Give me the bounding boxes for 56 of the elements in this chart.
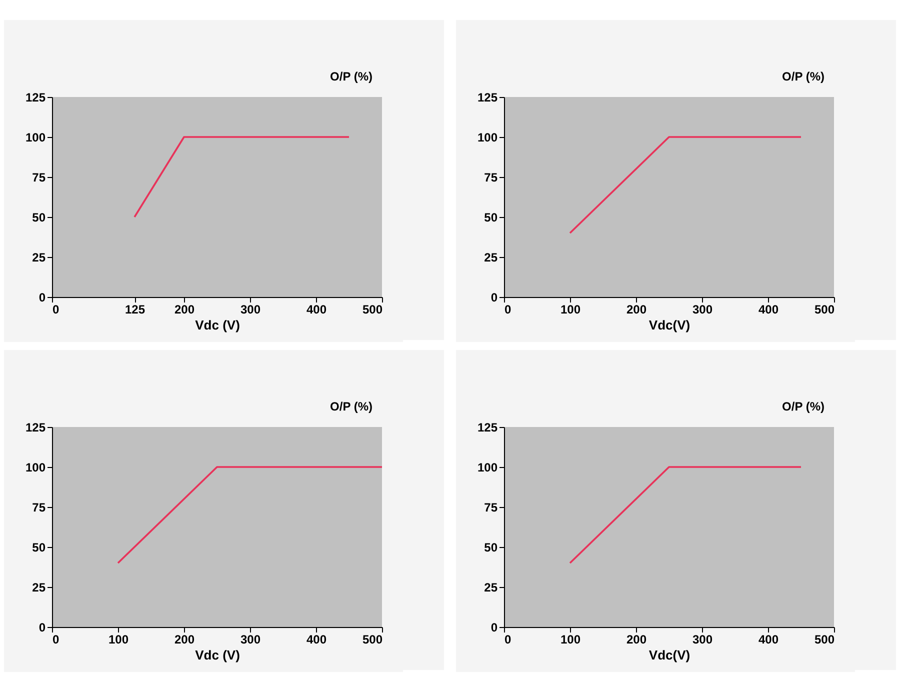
x-axis-title: Vdc(V) xyxy=(648,318,690,332)
y-tick-label: 0 xyxy=(490,290,498,304)
x-tick-label: 500 xyxy=(362,632,383,646)
y-tick-label: 25 xyxy=(484,580,498,594)
y-tick-label: 50 xyxy=(32,540,46,554)
x-tick-label: 200 xyxy=(626,632,647,646)
y-tick-label: 100 xyxy=(477,460,498,474)
y-tick-label: 25 xyxy=(484,250,498,264)
y-tick-label: 50 xyxy=(32,210,46,224)
x-tick-label: 300 xyxy=(240,632,261,646)
x-tick-label: 400 xyxy=(758,632,779,646)
x-tick-label: 0 xyxy=(52,302,60,316)
x-tick-label: 100 xyxy=(560,632,581,646)
x-axis-title: Vdc(V) xyxy=(648,648,690,662)
x-tick-label: 0 xyxy=(504,632,512,646)
y-tick-label: 125 xyxy=(477,90,498,104)
x-tick-label: 125 xyxy=(124,302,146,316)
x-tick-label: 500 xyxy=(814,632,835,646)
x-tick-label: 400 xyxy=(306,632,327,646)
y-tick-label: 100 xyxy=(477,130,498,144)
x-tick-label: 400 xyxy=(306,302,327,316)
x-tick-label: 300 xyxy=(692,302,713,316)
x-tick-label: 100 xyxy=(108,632,129,646)
x-tick-label: 0 xyxy=(52,632,60,646)
y-tick-label: 50 xyxy=(484,540,498,554)
y-tick-label: 75 xyxy=(32,170,46,184)
x-tick-label: 100 xyxy=(560,302,581,316)
y-tick-label: 25 xyxy=(32,250,46,264)
y-tick-label: 125 xyxy=(25,420,46,434)
y-tick-label: 125 xyxy=(25,90,46,104)
y-tick-label: 50 xyxy=(484,210,498,224)
x-tick-label: 200 xyxy=(174,302,195,316)
y-tick-label: 75 xyxy=(484,500,498,514)
x-axis-title: Vdc (V) xyxy=(195,318,240,332)
y-tick-label: 0 xyxy=(38,620,46,634)
x-tick-label: 200 xyxy=(626,302,647,316)
x-tick-label: 300 xyxy=(240,302,261,316)
y-axis-title: O/P (%) xyxy=(782,400,824,414)
y-tick-label: 25 xyxy=(32,580,46,594)
x-tick-label: 500 xyxy=(362,302,383,316)
x-axis-title: Vdc (V) xyxy=(195,648,240,662)
y-axis-title: O/P (%) xyxy=(782,70,824,84)
x-tick-label: 400 xyxy=(758,302,779,316)
x-tick-label: 500 xyxy=(814,302,835,316)
y-tick-label: 75 xyxy=(484,170,498,184)
y-axis-title: O/P (%) xyxy=(330,400,372,414)
x-tick-label: 300 xyxy=(692,632,713,646)
x-tick-label: 0 xyxy=(504,302,512,316)
y-tick-label: 0 xyxy=(38,290,46,304)
y-tick-label: 75 xyxy=(32,500,46,514)
y-tick-label: 0 xyxy=(490,620,498,634)
y-tick-label: 100 xyxy=(25,460,46,474)
y-tick-label: 125 xyxy=(477,420,498,434)
y-axis-title: O/P (%) xyxy=(330,70,372,84)
x-tick-label: 200 xyxy=(174,632,195,646)
y-tick-label: 100 xyxy=(25,130,46,144)
